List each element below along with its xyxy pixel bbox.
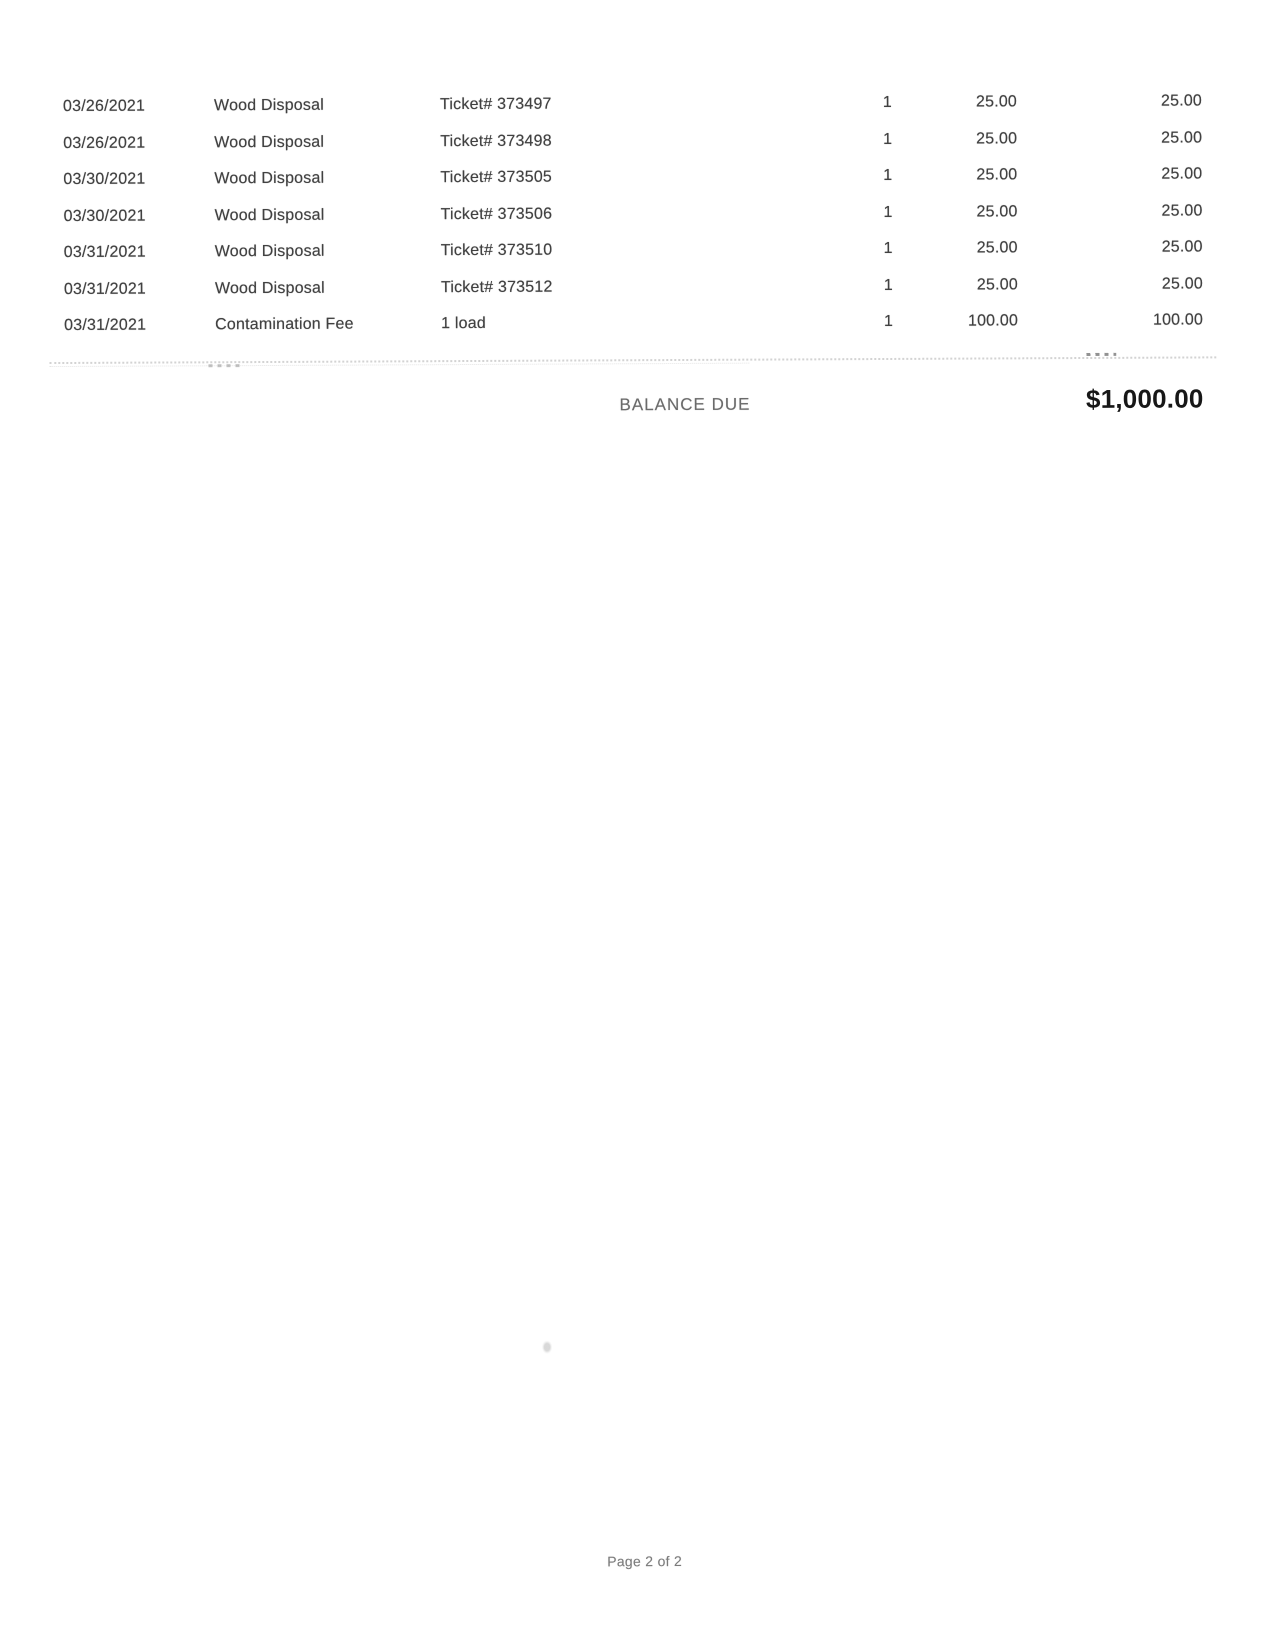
quantity-cell: 1 [883,312,894,330]
date-cell: 03/30/2021 [63,207,146,225]
rate-cell: 25.00 [976,166,1018,184]
detail-cell: Ticket# 373505 [440,168,553,187]
quantity-cell: 1 [882,93,893,111]
detail-cell: Ticket# 373510 [440,241,553,260]
detail-cell: Ticket# 373506 [440,205,553,223]
rate-cell: 25.00 [976,202,1018,221]
description-cell: Wood Disposal [214,133,325,151]
quantity-cell: 1 [883,276,893,294]
detail-cell: Ticket# 373498 [440,132,552,150]
amount-cell: 25.00 [1160,92,1203,110]
rate-cell: 100.00 [967,312,1019,330]
amount-cell: 25.00 [1161,238,1203,256]
page-number: Page 2 of 2 [607,1552,683,1570]
date-cell: 03/26/2021 [63,134,146,152]
table-row: 03/30/2021 Wood Disposal Ticket# 373506 … [64,201,1203,243]
table-row: 03/26/2021 Wood Disposal Ticket# 373498 … [63,128,1202,170]
quantity-cell: 1 [883,130,893,148]
date-cell: 03/26/2021 [62,97,146,115]
description-cell: Wood Disposal [214,206,325,224]
amount-cell: 25.00 [1161,128,1203,147]
description-cell: Wood Disposal [213,96,324,115]
detail-cell: 1 load [441,314,486,333]
separator-ink-mark [208,364,241,368]
table-row: 03/31/2021 Contamination Fee 1 load 1 10… [64,310,1203,352]
date-cell: 03/31/2021 [63,280,147,298]
table-row: 03/31/2021 Wood Disposal Ticket# 373512 … [64,274,1203,316]
detail-cell: Ticket# 373512 [440,278,553,296]
description-cell: Wood Disposal [214,242,325,261]
date-cell: 03/31/2021 [63,243,146,261]
amount-cell: 25.00 [1161,201,1203,220]
separator-ink-mark [1086,352,1117,357]
table-row: 03/30/2021 Wood Disposal Ticket# 373505 … [63,164,1202,206]
balance-due-amount: $1,000.00 [1085,383,1204,415]
quantity-cell: 1 [883,166,893,184]
balance-due-label: BALANCE DUE [619,394,751,415]
table-row: 03/31/2021 Wood Disposal Ticket# 373510 … [64,237,1203,279]
rate-cell: 25.00 [976,239,1018,257]
scan-artifact [542,1340,553,1354]
date-cell: 03/30/2021 [63,170,146,188]
detail-cell: Ticket# 373497 [439,95,552,114]
amount-cell: 25.00 [1161,274,1203,293]
description-cell: Wood Disposal [214,279,325,297]
description-cell: Contamination Fee [215,315,354,334]
amount-cell: 25.00 [1161,165,1203,183]
date-cell: 03/31/2021 [64,316,147,334]
description-cell: Wood Disposal [214,169,325,188]
line-items-table: 03/26/2021 Wood Disposal Ticket# 373497 … [63,91,1203,352]
quantity-cell: 1 [883,203,893,221]
table-row: 03/26/2021 Wood Disposal Ticket# 373497 … [63,91,1202,133]
rate-cell: 25.00 [975,93,1018,111]
quantity-cell: 1 [883,239,893,257]
balance-due-row: BALANCE DUE $1,000.00 [64,383,1203,420]
rate-cell: 25.00 [976,275,1018,294]
amount-cell: 100.00 [1152,311,1204,329]
rate-cell: 25.00 [976,129,1018,148]
